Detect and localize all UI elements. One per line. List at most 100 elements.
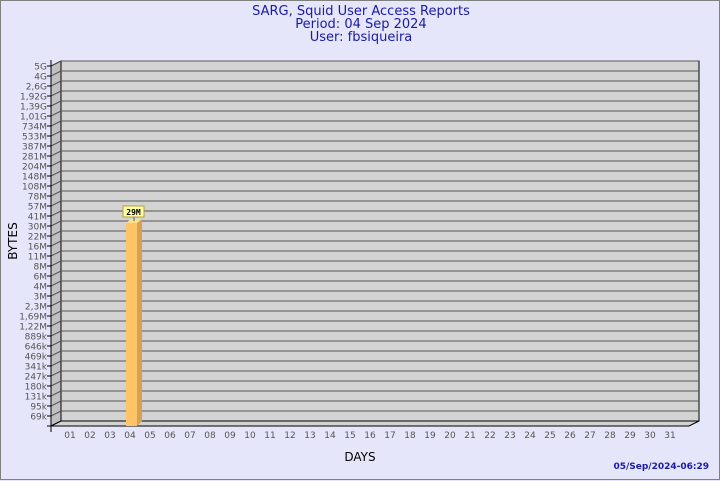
gridline-wall <box>50 190 62 197</box>
y-tick-label: 8M <box>34 263 48 273</box>
gridline-wall <box>50 70 62 77</box>
gridline-wall <box>50 180 62 187</box>
x-tick-label: 02 <box>84 431 95 441</box>
x-tick-label: 11 <box>264 431 275 441</box>
x-tick-label: 09 <box>224 431 236 441</box>
plot-floor <box>50 420 700 427</box>
y-tick-label: 6M <box>34 273 48 283</box>
gridline-wall <box>50 320 62 327</box>
gridline-wall <box>50 410 62 417</box>
x-tick-label: 19 <box>424 431 436 441</box>
chart-user: User: fbsiqueira <box>309 30 413 45</box>
gridline-wall <box>50 260 62 267</box>
y-tick-label: 734M <box>22 123 47 133</box>
gridline-wall <box>50 140 62 147</box>
gridline-wall <box>50 330 62 337</box>
x-tick-label: 27 <box>584 431 595 441</box>
gridline-wall <box>50 290 62 297</box>
x-tick-label: 13 <box>304 431 315 441</box>
gridline-wall <box>50 210 62 217</box>
generated-timestamp: 05/Sep/2024-06:29 <box>613 462 709 472</box>
gridline-wall <box>50 390 62 397</box>
chart-period: Period: 04 Sep 2024 <box>295 17 427 32</box>
gridline-wall <box>50 220 62 227</box>
x-tick-label: 10 <box>244 431 256 441</box>
x-tick-label: 07 <box>184 431 195 441</box>
x-tick-label: 03 <box>104 431 115 441</box>
x-axis-label: DAYS <box>344 450 375 464</box>
gridline-wall <box>50 250 62 257</box>
x-tick-label: 17 <box>384 431 395 441</box>
x-tick-label: 14 <box>324 431 336 441</box>
gridline-wall <box>50 90 62 97</box>
gridline-wall <box>50 170 62 177</box>
gridline-wall <box>50 120 62 127</box>
y-tick-label: 889k <box>25 333 48 343</box>
gridline-wall <box>50 300 62 307</box>
x-tick-label: 30 <box>644 431 656 441</box>
x-tick-label: 26 <box>564 431 576 441</box>
y-tick-label: 16M <box>28 243 47 253</box>
x-tick-label: 08 <box>204 431 216 441</box>
y-tick-label: 533M <box>22 133 47 143</box>
y-tick-label: 2,3M <box>25 303 47 313</box>
gridline-wall <box>50 270 62 277</box>
x-tick-label: 18 <box>404 431 416 441</box>
x-tick-label: 21 <box>464 431 475 441</box>
gridline-wall <box>50 80 62 87</box>
x-tick-label: 01 <box>64 431 75 441</box>
x-tick-label: 31 <box>664 431 675 441</box>
y-tick-label: 22M <box>28 233 47 243</box>
y-tick-label: 5G <box>34 63 47 73</box>
gridline-wall <box>50 360 62 367</box>
x-tick-label: 15 <box>344 431 355 441</box>
gridline-wall <box>50 350 62 357</box>
gridline-wall <box>50 160 62 167</box>
x-tick-label: 16 <box>364 431 376 441</box>
y-tick-label: 2,6G <box>26 83 47 93</box>
y-tick-label: 3M <box>34 293 48 303</box>
y-tick-label: 204M <box>22 163 47 173</box>
x-tick-label: 05 <box>144 431 155 441</box>
y-tick-label: 131k <box>25 393 48 403</box>
gridline-wall <box>50 230 62 237</box>
x-tick-label: 06 <box>164 431 176 441</box>
y-tick-label: 41M <box>28 213 47 223</box>
x-tick-label: 22 <box>484 431 495 441</box>
bar-front <box>126 223 137 426</box>
y-tick-label: 95k <box>30 403 47 413</box>
y-tick-label: 78M <box>28 193 47 203</box>
gridline-wall <box>50 340 62 347</box>
gridline-wall <box>50 310 62 317</box>
y-tick-label: 1,01G <box>20 113 47 123</box>
y-tick-label: 108M <box>22 183 47 193</box>
x-tick-label: 28 <box>604 431 616 441</box>
y-tick-label: 281M <box>22 153 47 163</box>
y-tick-label: 148M <box>22 173 47 183</box>
y-tick-label: 1,92G <box>20 93 47 103</box>
y-tick-label: 646k <box>25 343 48 353</box>
x-tick-label: 24 <box>524 431 536 441</box>
y-tick-label: 180k <box>25 383 48 393</box>
y-tick-label: 1,22M <box>19 323 47 333</box>
data-label: 29M <box>126 208 141 217</box>
gridline-wall <box>50 370 62 377</box>
gridline-wall <box>50 100 62 107</box>
y-tick-label: 247k <box>25 373 48 383</box>
bar-side <box>137 219 142 426</box>
gridline-wall <box>50 110 62 117</box>
x-tick-label: 25 <box>544 431 555 441</box>
y-tick-label: 4G <box>34 73 47 83</box>
y-tick-label: 1,39G <box>20 103 47 113</box>
x-tick-label: 12 <box>284 431 295 441</box>
chart-title: SARG, Squid User Access Reports <box>252 4 470 19</box>
gridline-wall <box>50 200 62 207</box>
gridline-wall <box>50 280 62 287</box>
y-tick-label: 30M <box>28 223 47 233</box>
gridline-wall <box>50 400 62 407</box>
x-tick-label: 20 <box>444 431 456 441</box>
x-tick-label: 04 <box>124 431 136 441</box>
y-tick-label: 69k <box>30 413 47 423</box>
